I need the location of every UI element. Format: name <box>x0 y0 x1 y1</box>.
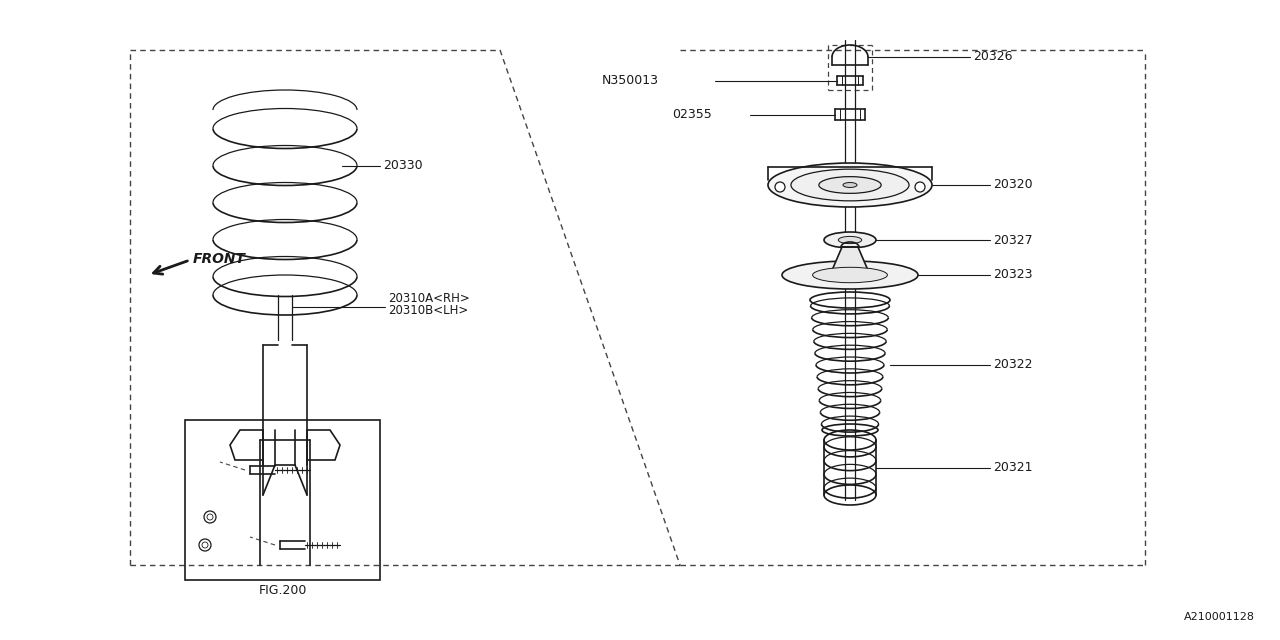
Ellipse shape <box>819 177 881 193</box>
Text: N350013: N350013 <box>602 74 659 87</box>
Text: 20330: 20330 <box>383 159 422 172</box>
Ellipse shape <box>782 261 918 289</box>
Ellipse shape <box>838 236 861 244</box>
Text: 20327: 20327 <box>993 234 1033 246</box>
Text: 20326: 20326 <box>973 51 1012 63</box>
Ellipse shape <box>844 182 858 188</box>
Text: A210001128: A210001128 <box>1184 612 1254 622</box>
Text: 02355: 02355 <box>672 108 712 121</box>
Ellipse shape <box>813 268 887 283</box>
Bar <box>186 420 380 580</box>
Text: 20322: 20322 <box>993 358 1033 371</box>
Ellipse shape <box>791 169 909 201</box>
Ellipse shape <box>768 163 932 207</box>
Ellipse shape <box>824 232 876 248</box>
Polygon shape <box>829 247 870 275</box>
Text: 20323: 20323 <box>993 269 1033 282</box>
Circle shape <box>915 182 925 192</box>
Text: 20320: 20320 <box>993 179 1033 191</box>
Text: 20310A<RH>: 20310A<RH> <box>388 291 470 305</box>
Circle shape <box>774 182 785 192</box>
Text: 20310B<LH>: 20310B<LH> <box>388 305 468 317</box>
Text: FRONT: FRONT <box>193 252 246 266</box>
Text: 20321: 20321 <box>993 461 1033 474</box>
Text: FIG.200: FIG.200 <box>259 584 307 598</box>
